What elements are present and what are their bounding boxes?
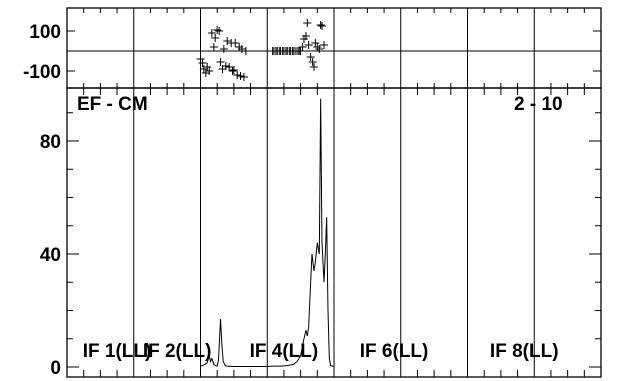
phase-y-tick-label: -100 xyxy=(23,62,61,83)
if-label: IF 1(LL) xyxy=(83,341,152,362)
phase-point xyxy=(215,27,224,35)
phase-point xyxy=(209,43,218,51)
phase-point xyxy=(229,66,238,74)
amplitude-y-tick-label: 0 xyxy=(50,358,61,379)
phase-markers xyxy=(196,19,328,81)
amplitude-gridlines xyxy=(133,88,535,377)
amplitude-frame xyxy=(66,87,602,378)
phase-point xyxy=(316,21,325,29)
phase-point xyxy=(298,43,307,51)
baseline-annotation: EF - CM xyxy=(77,94,148,115)
phase-point xyxy=(304,41,313,49)
amplitude-y-tick-label: 40 xyxy=(40,245,61,266)
phase-point xyxy=(196,55,205,63)
phase-point xyxy=(223,37,232,45)
if-labels: IF 1(LL)IF 2(LL) IF 4(LL) IF 6(LL) IF 8(LL) xyxy=(83,341,559,362)
phase-point xyxy=(205,67,214,75)
phase-point xyxy=(211,34,220,42)
phase-point xyxy=(219,45,228,53)
if-label: IF 2(LL) xyxy=(143,341,212,362)
if-label: IF 8(LL) xyxy=(490,341,559,362)
phase-point xyxy=(311,39,320,47)
phase-point xyxy=(221,62,230,70)
amplitude-y-tick-label: 80 xyxy=(40,132,61,153)
phase-point xyxy=(237,45,246,53)
phase-point xyxy=(303,19,312,27)
phase-point xyxy=(216,58,225,66)
phase-y-tick-label: 100 xyxy=(29,22,61,43)
phase-point xyxy=(233,71,242,79)
phase-point xyxy=(228,67,237,75)
phase-point xyxy=(301,32,310,40)
phase-panel: 100 -100 xyxy=(23,7,602,89)
phase-point xyxy=(236,72,245,80)
phase-point xyxy=(313,43,322,51)
scan-annotation: 2 - 10 xyxy=(514,94,563,115)
phase-ticks xyxy=(67,8,601,88)
phase-point xyxy=(231,39,240,47)
phase-point xyxy=(239,73,248,81)
phase-point xyxy=(317,22,326,30)
phase-point xyxy=(225,63,234,71)
phase-point xyxy=(319,41,328,49)
phase-point xyxy=(315,45,324,53)
phase-point xyxy=(309,63,318,71)
phase-point xyxy=(306,53,315,61)
phase-point xyxy=(198,59,207,67)
amplitude-y-tick-labels: 0 40 80 xyxy=(40,132,61,379)
phase-point xyxy=(199,65,208,73)
phase-point xyxy=(213,26,222,34)
if-label: IF 4(LL) xyxy=(250,341,319,362)
phase-point xyxy=(203,63,212,71)
phase-point xyxy=(308,58,317,66)
amplitude-ticks xyxy=(67,88,601,377)
phase-y-tick-labels: 100 -100 xyxy=(23,22,61,83)
amplitude-series-line xyxy=(200,98,335,367)
if-label: IF 6(LL) xyxy=(360,341,429,362)
phase-gridlines xyxy=(133,8,535,88)
phase-point xyxy=(207,29,216,37)
phase-point xyxy=(201,69,210,77)
